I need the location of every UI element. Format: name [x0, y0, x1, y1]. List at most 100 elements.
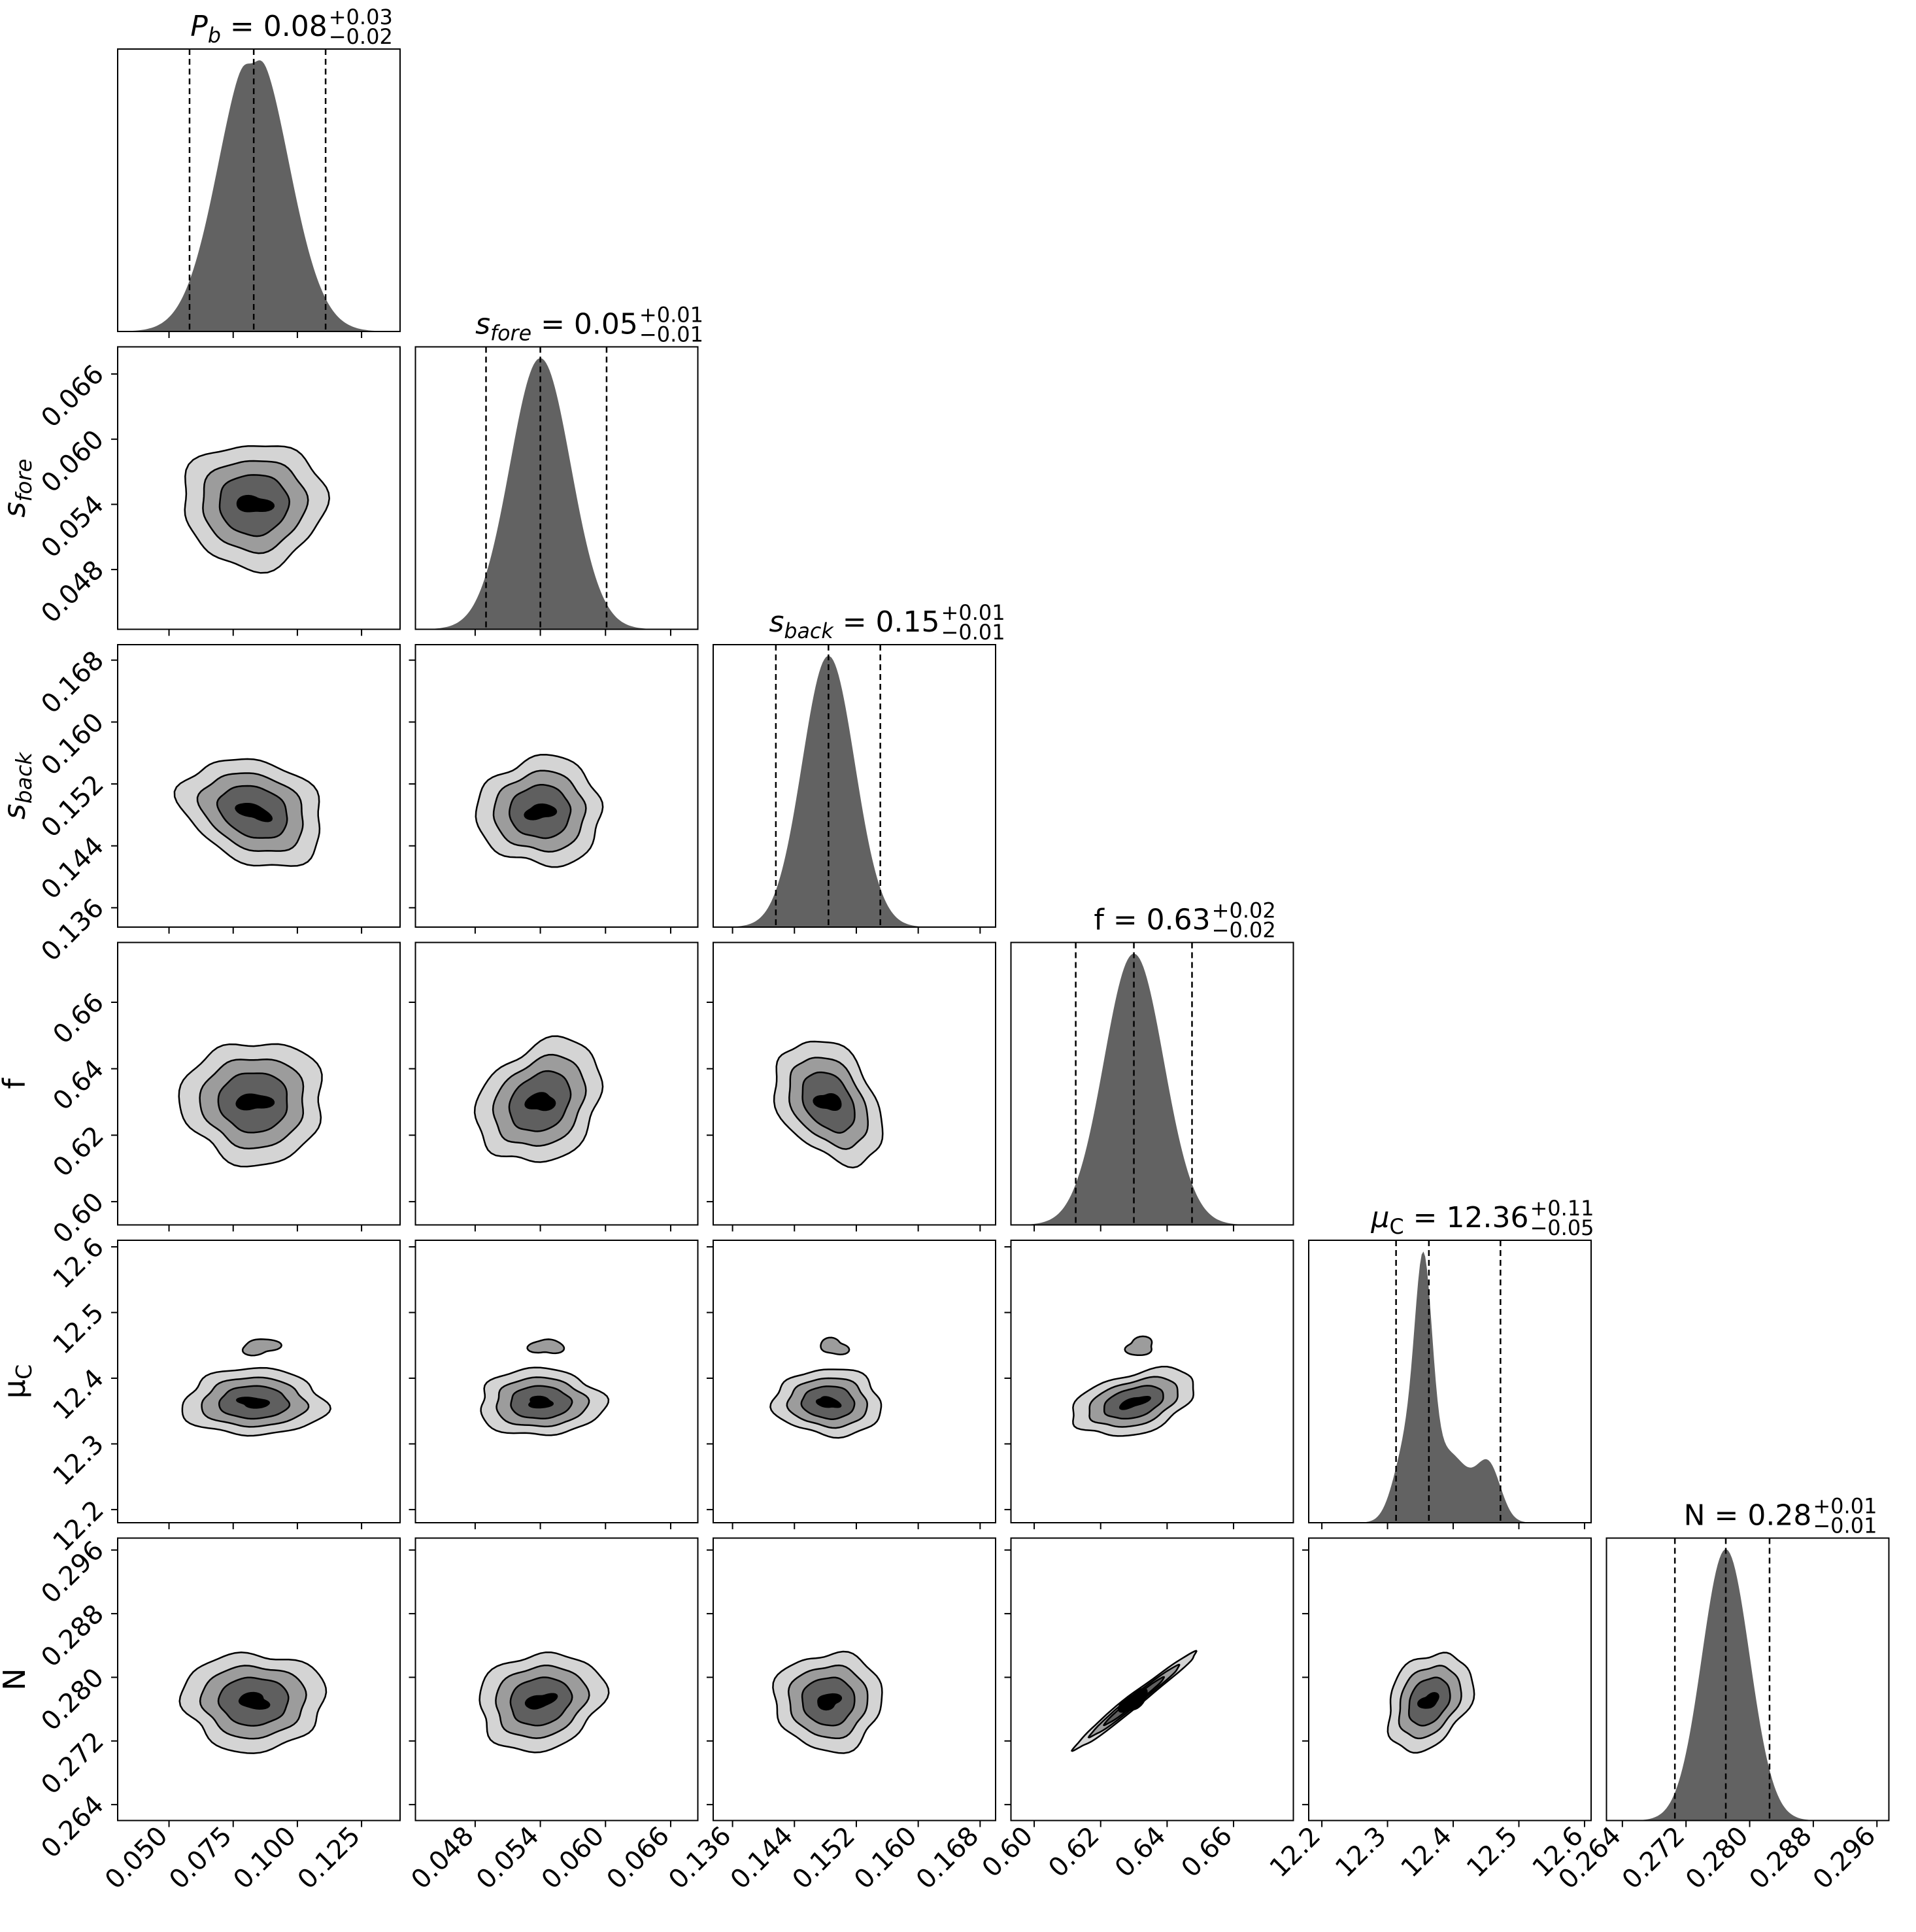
panel-frame-5-5	[1605, 1537, 1890, 1822]
xtick-label-muC: 12.4	[1396, 1821, 1458, 1884]
xtick-label-muC: 12.3	[1330, 1821, 1392, 1884]
ytick-label-sfore: 0.066	[35, 359, 110, 433]
hist-Pb	[118, 60, 400, 332]
hist-f	[1011, 953, 1294, 1225]
panel-frame-3-3	[1010, 941, 1294, 1226]
contour-Pb-muC-core	[235, 1397, 271, 1409]
contour-sback-N-core	[817, 1693, 843, 1711]
contour-sfore-sback-core	[524, 803, 558, 821]
panel-frame-4-1	[414, 1240, 699, 1523]
ytick-label-sback: 0.168	[35, 645, 110, 720]
ytick-label-f: 0.64	[47, 1054, 110, 1117]
ytick-label-sback: 0.152	[35, 769, 110, 843]
xtick-label-Pb: 0.075	[163, 1821, 238, 1895]
xtick-label-muC: 12.2	[1264, 1821, 1327, 1884]
contour-f-muC-island	[1124, 1335, 1153, 1357]
panel-frame-4-4	[1308, 1240, 1592, 1523]
xtick-label-sback: 0.152	[787, 1821, 862, 1895]
contour-f-N-core	[1117, 1687, 1148, 1713]
panel-frame-1-0	[117, 346, 401, 630]
contour-Pb-sfore-core	[236, 494, 275, 513]
contour-sfore-f-core	[524, 1092, 556, 1111]
ytick-label-muC: 12.4	[47, 1363, 110, 1426]
contour-sfore-muC-core	[528, 1395, 554, 1409]
xtick-label-sback: 0.136	[663, 1821, 737, 1895]
panel-frame-2-0	[117, 644, 401, 928]
ytick-label-N: 0.272	[35, 1726, 110, 1801]
yaxis-label-sback: sback	[0, 751, 37, 819]
yaxis-label-sfore: sfore	[0, 459, 37, 518]
xtick-label-sfore: 0.054	[471, 1821, 545, 1895]
title-minus-N: −0.01	[1813, 1514, 1877, 1538]
ytick-label-sfore: 0.054	[35, 490, 110, 564]
ytick-label-N: 0.280	[35, 1663, 110, 1737]
panel-frame-2-1	[414, 644, 699, 928]
title-minus-muC: −0.05	[1530, 1215, 1594, 1240]
panel-frame-4-2	[713, 1240, 996, 1523]
title-f: f = 0.63	[1094, 904, 1210, 937]
title-minus-Pb: −0.02	[329, 24, 393, 49]
contour-Pb-f-core	[235, 1093, 275, 1111]
contour-sback-f-core	[813, 1093, 842, 1111]
ytick-label-f: 0.62	[47, 1121, 110, 1183]
contour-sback-muC-island	[820, 1336, 850, 1355]
xtick-label-f: 0.64	[1109, 1821, 1172, 1884]
panel-frame-5-3	[1010, 1537, 1294, 1822]
panel-frame-5-4	[1308, 1537, 1592, 1822]
ytick-label-f: 0.60	[47, 1187, 110, 1249]
title-plus-muC: +0.11	[1530, 1196, 1594, 1221]
xtick-label-Pb: 0.050	[99, 1821, 174, 1895]
title-sback: sback = 0.15	[769, 605, 939, 643]
xtick-label-N: 0.280	[1680, 1821, 1755, 1895]
title-plus-sback: +0.01	[941, 600, 1005, 625]
contour-sback-muC-core	[815, 1396, 842, 1408]
title-plus-N: +0.01	[1813, 1494, 1877, 1519]
yaxis-label-muC: μC	[0, 1364, 37, 1398]
title-plus-sfore: +0.01	[639, 303, 703, 328]
title-minus-sfore: −0.01	[639, 322, 703, 347]
title-muC: μC = 12.36	[1371, 1201, 1529, 1239]
panel-frame-3-2	[713, 941, 996, 1226]
yaxis-label-f: f	[0, 1077, 32, 1089]
xtick-label-muC: 12.5	[1461, 1821, 1524, 1884]
panel-frame-5-1	[414, 1537, 699, 1822]
xtick-label-N: 0.296	[1807, 1821, 1882, 1895]
tick-marks	[111, 331, 1878, 1827]
panel-frame-2-2	[713, 644, 996, 928]
xtick-label-f: 0.60	[977, 1821, 1039, 1884]
title-Pb: Pb = 0.08	[190, 10, 327, 48]
ytick-label-N: 0.288	[35, 1599, 110, 1673]
contour-Pb-N-core	[238, 1691, 271, 1710]
title-sfore: sfore = 0.05	[475, 308, 638, 346]
xtick-label-N: 0.272	[1617, 1821, 1691, 1895]
hist-N	[1606, 1549, 1889, 1821]
contour-sfore-N-core	[524, 1693, 558, 1710]
xtick-label-N: 0.288	[1743, 1821, 1818, 1895]
ytick-label-sfore: 0.048	[35, 554, 110, 629]
title-minus-sback: −0.01	[941, 620, 1005, 645]
hist-muC	[1309, 1251, 1591, 1523]
panel-frame-0-0	[117, 48, 401, 332]
ytick-label-sback: 0.160	[35, 707, 110, 782]
ytick-label-muC: 12.6	[47, 1232, 110, 1295]
xtick-label-f: 0.66	[1176, 1821, 1239, 1884]
panel-frame-1-1	[414, 346, 699, 630]
ytick-label-f: 0.66	[47, 987, 110, 1050]
xtick-label-sback: 0.168	[911, 1821, 985, 1895]
yaxis-label-N: N	[0, 1668, 32, 1690]
ytick-label-sback: 0.144	[35, 831, 110, 906]
xtick-label-f: 0.62	[1043, 1821, 1105, 1884]
xtick-label-sfore: 0.060	[536, 1821, 611, 1895]
xtick-label-sback: 0.160	[849, 1821, 923, 1895]
panel-frame-5-2	[713, 1537, 996, 1822]
ytick-label-sfore: 0.060	[35, 424, 110, 499]
panel-frame-3-1	[414, 941, 699, 1226]
ytick-label-N: 0.264	[35, 1790, 110, 1865]
xtick-label-sfore: 0.066	[601, 1821, 676, 1895]
title-N: N = 0.28	[1684, 1499, 1812, 1533]
hist-sfore	[415, 358, 698, 630]
xtick-label-sback: 0.144	[725, 1821, 799, 1895]
hist-sback	[713, 656, 996, 927]
contour-f-muC-core	[1118, 1395, 1151, 1410]
